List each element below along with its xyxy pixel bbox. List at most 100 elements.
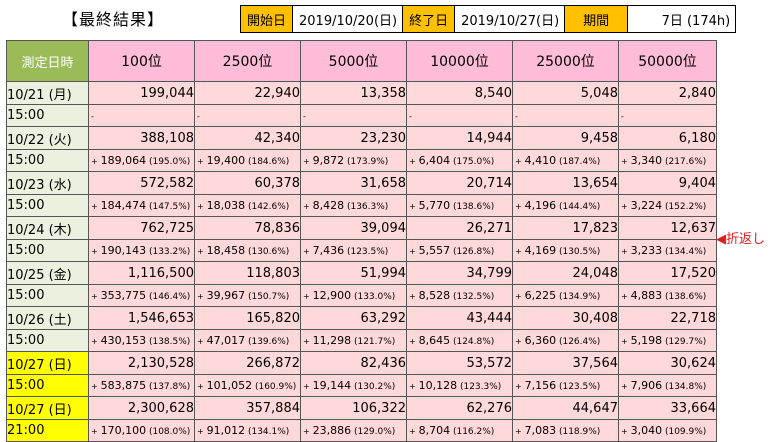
diff-amount: 184,474	[100, 199, 147, 212]
row-diff: + 18,038 (142.6%)	[194, 194, 301, 217]
row-diff: + 8,528 (132.5%)	[406, 284, 513, 307]
diff-sign: +	[197, 247, 204, 256]
row-time: 15:00	[6, 239, 89, 262]
diff-sign: -	[515, 112, 518, 121]
row-value: 13,654	[512, 171, 619, 195]
row-diff: + 8,428 (136.3%)	[300, 194, 407, 217]
table-row: 10/26 (土) 1,546,653 165,820 63,292 43,444 30,…	[6, 306, 717, 330]
row-diff: + 190,143 (133.2%)	[88, 239, 195, 262]
diff-amount: 6,225	[524, 289, 557, 302]
diff-amount: 91,012	[206, 424, 246, 437]
diff-amount: 18,458	[206, 244, 246, 257]
diff-amount: 7,083	[524, 424, 557, 437]
row-diff: + 170,100 (108.0%)	[88, 419, 195, 442]
header-rank: 5000位	[300, 40, 407, 82]
period-info: 開始日 2019/10/20(日) 終了日 2019/10/27(日) 期間 7…	[239, 5, 737, 33]
table-row-diff: 21:00 + 170,100 (108.0%) + 91,012 (134.1%)…	[6, 419, 717, 442]
row-diff: + 6,225 (134.9%)	[512, 284, 619, 307]
diff-sign: +	[303, 292, 310, 301]
table-row: 10/24 (木) 762,725 78,836 39,094 26,271 17,823…	[6, 216, 717, 240]
diff-sign: +	[621, 292, 628, 301]
table-row-diff: 15:00 + 583,875 (137.8%) + 101,052 (160.9%…	[6, 374, 717, 397]
row-diff: + 5,770 (138.6%)	[406, 194, 513, 217]
row-time: 15:00	[6, 374, 89, 397]
row-diff: + 7,156 (123.5%)	[512, 374, 619, 397]
table-row: 10/21 (月) 199,044 22,940 13,358 8,540 5,048 2,…	[6, 81, 717, 105]
diff-sign: +	[197, 427, 204, 436]
diff-percent: (138.6%)	[452, 202, 495, 212]
diff-percent: (134.1%)	[247, 427, 290, 437]
diff-amount: 170,100	[100, 424, 147, 437]
diff-sign: +	[515, 382, 522, 391]
diff-amount: 47,017	[206, 334, 246, 347]
row-date: 10/27 (日)	[6, 396, 89, 420]
row-value: 17,823	[512, 216, 619, 240]
row-time: 15:00	[6, 104, 89, 127]
diff-amount: 4,196	[524, 199, 557, 212]
diff-amount: 8,645	[418, 334, 451, 347]
diff-percent: (142.6%)	[247, 202, 290, 212]
diff-percent: (144.4%)	[558, 202, 601, 212]
diff-amount: 4,410	[524, 154, 557, 167]
row-value: 1,116,500	[88, 261, 195, 285]
diff-sign: +	[91, 202, 98, 211]
row-diff: + 6,404 (175.0%)	[406, 149, 513, 172]
row-date: 10/22 (火)	[6, 126, 89, 150]
row-value: 22,940	[194, 81, 301, 105]
row-date: 10/26 (土)	[6, 306, 89, 330]
row-value: 51,994	[300, 261, 407, 285]
row-diff: + 3,040 (109.9%)	[618, 419, 717, 442]
start-value: 2019/10/20(日)	[292, 5, 404, 33]
start-label: 開始日	[239, 5, 294, 33]
row-value: 20,714	[406, 171, 513, 195]
diff-sign: +	[409, 202, 416, 211]
row-diff: -	[618, 104, 717, 127]
diff-percent: (133.2%)	[148, 247, 191, 257]
diff-sign: +	[621, 337, 628, 346]
diff-sign: +	[515, 292, 522, 301]
diff-sign: +	[91, 157, 98, 166]
row-diff: + 583,875 (137.8%)	[88, 374, 195, 397]
row-value: 8,540	[406, 81, 513, 105]
row-value: 13,358	[300, 81, 407, 105]
diff-amount: 8,528	[418, 289, 451, 302]
row-value: 34,799	[406, 261, 513, 285]
row-diff: + 19,400 (184.6%)	[194, 149, 301, 172]
row-value: 9,404	[618, 171, 717, 195]
row-value: 42,340	[194, 126, 301, 150]
row-value: 39,094	[300, 216, 407, 240]
row-time: 15:00	[6, 194, 89, 217]
row-value: 572,582	[88, 171, 195, 195]
diff-sign: +	[91, 382, 98, 391]
row-diff: + 101,052 (160.9%)	[194, 374, 301, 397]
diff-amount: 18,038	[206, 199, 246, 212]
diff-sign: -	[409, 112, 412, 121]
diff-amount: 5,770	[418, 199, 451, 212]
row-value: 17,520	[618, 261, 717, 285]
row-diff: + 4,883 (138.6%)	[618, 284, 717, 307]
row-time: 15:00	[6, 149, 89, 172]
row-value: 43,444	[406, 306, 513, 330]
diff-amount: 4,169	[524, 244, 557, 257]
row-date: 10/24 (木)	[6, 216, 89, 240]
diff-sign: +	[515, 247, 522, 256]
diff-percent: (187.4%)	[558, 157, 601, 167]
row-value: 24,048	[512, 261, 619, 285]
row-diff: + 7,083 (118.9%)	[512, 419, 619, 442]
diff-sign: +	[515, 202, 522, 211]
diff-percent: (184.6%)	[247, 157, 290, 167]
diff-amount: 39,967	[206, 289, 246, 302]
row-value: 26,271	[406, 216, 513, 240]
table-row-diff: 15:00 + 190,143 (133.2%) + 18,458 (130.6%)…	[6, 239, 717, 262]
row-value: 23,230	[300, 126, 407, 150]
row-value: 106,322	[300, 396, 407, 420]
diff-percent: (130.6%)	[247, 247, 290, 257]
diff-amount: 3,340	[630, 154, 663, 167]
diff-sign: +	[621, 157, 628, 166]
diff-amount: 7,906	[630, 379, 663, 392]
row-diff: + 6,360 (126.4%)	[512, 329, 619, 352]
diff-amount: 8,428	[312, 199, 345, 212]
diff-amount: 190,143	[100, 244, 147, 257]
diff-percent: (173.9%)	[346, 157, 389, 167]
diff-percent: (146.4%)	[148, 292, 191, 302]
